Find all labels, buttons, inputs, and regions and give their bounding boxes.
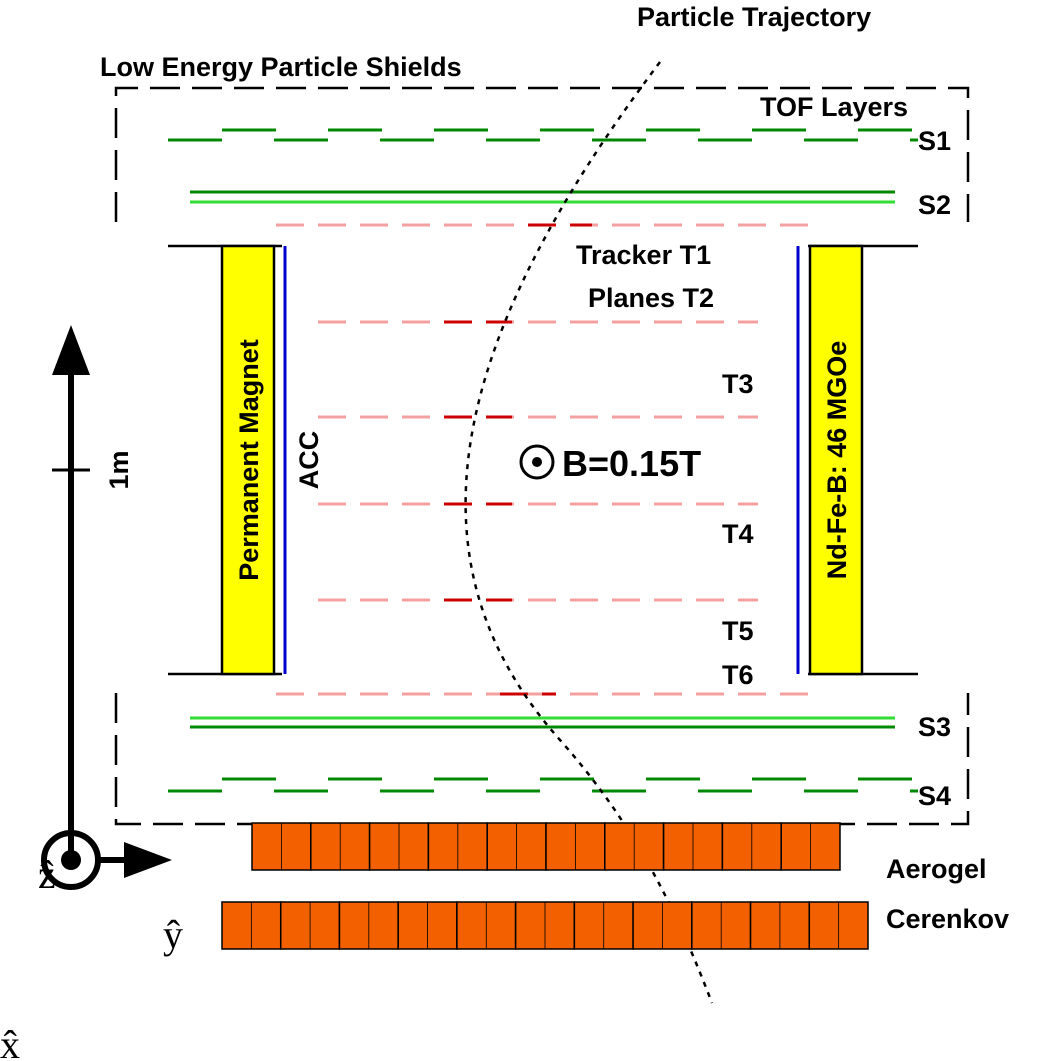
- t4-label: T4: [722, 519, 754, 549]
- magnet-frame-lines: [168, 244, 918, 676]
- t6-label: T6: [722, 660, 754, 690]
- cerenkov-label: Cerenkov: [886, 904, 1009, 934]
- shield-label: Low Energy Particle Shields: [100, 52, 462, 82]
- tof-s2: [190, 190, 895, 204]
- magnet-right: [808, 244, 864, 676]
- tracker-planes: [276, 223, 808, 696]
- magnet-left-label: Permanent Magnet: [234, 339, 264, 581]
- tof-s1: [168, 128, 962, 142]
- tracker-t1-label: Tracker T1: [576, 240, 711, 270]
- tof-layers-label: TOF Layers: [760, 92, 908, 122]
- y-axis-arrow: [98, 842, 172, 878]
- particle-trajectory-label: Particle Trajectory: [637, 2, 871, 32]
- axis-z-label: ẑ: [38, 852, 56, 897]
- tof-s3: [190, 716, 895, 729]
- field-label: B=0.15T: [562, 443, 701, 484]
- magnet-left: [220, 244, 276, 676]
- s1-label: S1: [918, 126, 951, 156]
- aerogel-blocks: [251, 822, 841, 871]
- scale-label: 1m: [104, 450, 134, 489]
- z-axis-arrow: [52, 325, 90, 860]
- s4-label: S4: [918, 781, 951, 811]
- s3-label: S3: [918, 712, 951, 742]
- field-symbol-icon: [519, 444, 555, 480]
- tof-s4: [168, 777, 962, 793]
- t3-label: T3: [722, 369, 754, 399]
- cerenkov-blocks: [221, 901, 869, 950]
- acc-label: ACC: [294, 431, 324, 490]
- axis-x-label: x̂: [0, 1022, 20, 1061]
- particle-trajectory: [464, 61, 714, 1004]
- planes-t2-label: Planes T2: [588, 283, 714, 313]
- t5-label: T5: [722, 616, 754, 646]
- magnet-right-label: Nd-Fe-B: 46 MGOe: [822, 341, 852, 580]
- s2-label: S2: [918, 190, 951, 220]
- aerogel-label: Aerogel: [886, 854, 987, 884]
- axis-y-label: ŷ: [163, 912, 183, 957]
